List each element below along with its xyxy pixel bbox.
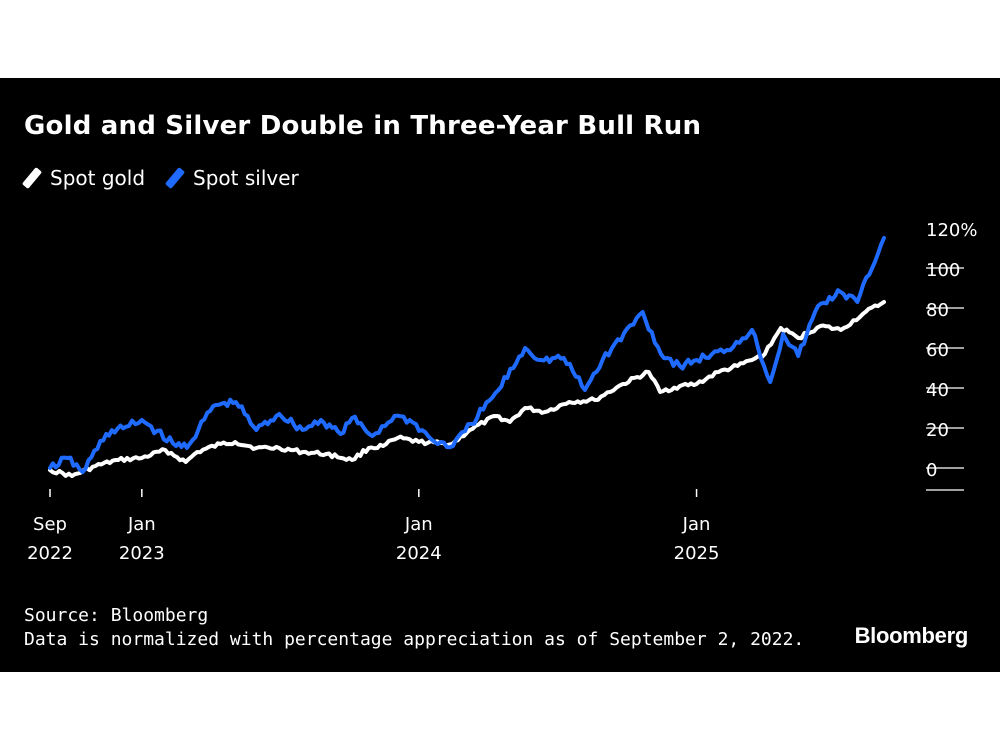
legend-item-silver: Spot silver [164, 166, 299, 190]
x-tick-year: 2025 [674, 543, 720, 564]
y-tick-label: 80 [926, 300, 949, 321]
x-tick-month: Jan [682, 514, 711, 535]
legend-label-silver: Spot silver [193, 166, 299, 190]
x-tick-year: 2023 [119, 543, 165, 564]
x-tick-month: Jan [404, 514, 433, 535]
y-tick-label: 20 [926, 420, 949, 441]
y-tick-label: 0 [926, 460, 937, 481]
legend-item-gold: Spot gold [21, 166, 146, 190]
y-tick-label: 120% [926, 220, 977, 241]
normalization-note: Data is normalized with percentage appre… [24, 629, 805, 650]
bloomberg-logo: Bloomberg [854, 623, 969, 648]
series-line-spot-gold [48, 300, 886, 478]
x-tick-month: Sep [33, 514, 67, 535]
source-note: Source: Bloomberg [24, 605, 209, 626]
footer-notes: Source: Bloomberg Data is normalized wit… [24, 604, 804, 652]
chart-panel: Gold and Silver Double in Three-Year Bul… [0, 78, 1000, 672]
x-tick-year: 2022 [27, 543, 73, 564]
series-line-spot-silver [48, 236, 886, 474]
legend-label-gold: Spot gold [50, 166, 146, 190]
y-tick-label: 40 [926, 380, 949, 401]
y-tick-label: 100 [926, 260, 960, 281]
line-chart: 120% 100 80 60 40 20 0 Sep 2022 Jan 2023 Jan 2024 Jan… [27, 220, 977, 564]
chart-title: Gold and Silver Double in Three-Year Bul… [24, 111, 702, 141]
y-tick-label: 60 [926, 340, 949, 361]
legend: Spot gold Spot silver [21, 166, 321, 190]
x-tick-year: 2024 [396, 543, 442, 564]
x-tick-month: Jan [127, 514, 156, 535]
